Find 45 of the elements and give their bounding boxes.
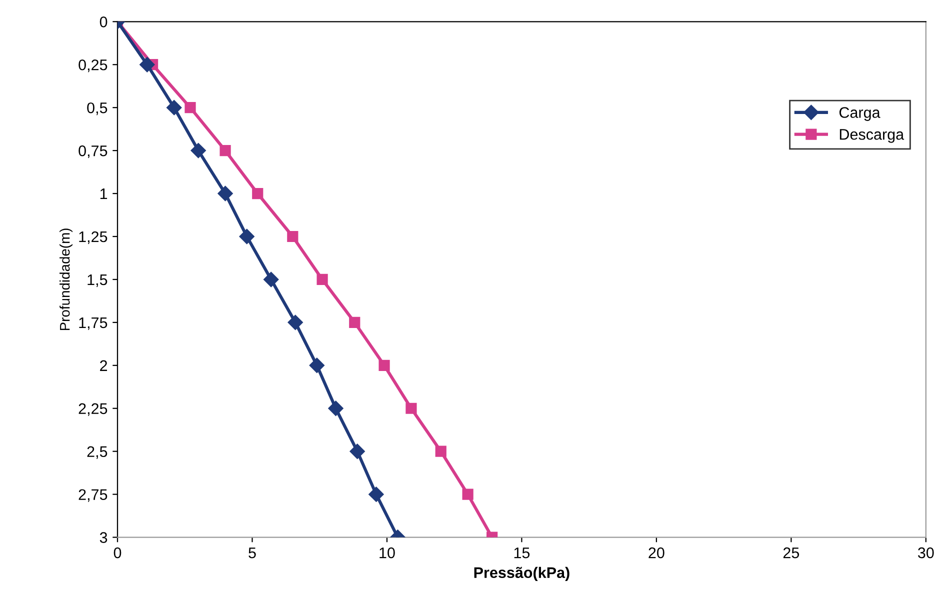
y-tick-label: 2,75 [78,489,108,502]
y-tick-label: 1,75 [79,317,108,330]
legend-label: Descarga [840,129,904,143]
x-tick-label: 15 [514,548,530,558]
point [239,228,254,244]
point [406,402,417,414]
y-axis-title: Profundidade(m) [60,228,72,330]
point [349,316,360,328]
point [350,444,365,459]
y-tick-label: 1,5 [88,274,108,287]
point [435,446,446,457]
point [288,314,303,330]
x-tick-label: 10 [380,547,395,558]
point [316,274,328,286]
point [252,188,264,200]
point [462,488,474,500]
x-axis-title: Pressão(kPa) [474,566,570,582]
y-tick-label: 0,75 [78,145,108,158]
x-tick-label: 0 [114,547,122,558]
point [287,230,298,242]
y-tick-label: 0,5 [87,102,108,116]
x-tick-label: 20 [648,547,664,558]
y-tick-label: 1 [100,188,108,200]
point [218,186,233,202]
x-tick-label: 5 [248,548,256,558]
point [328,400,344,416]
y-tick-label: 3 [100,532,108,543]
y-tick-label: 2,5 [87,446,108,459]
point [220,144,231,156]
y-tick-label: 0 [100,16,108,28]
point [140,57,155,72]
point [166,100,182,116]
y-tick-label: 0,25 [78,59,108,72]
point [190,142,206,158]
y-tick-label: 2,25 [78,403,108,416]
point [309,358,324,373]
y-tick-label: 1,25 [79,231,108,244]
x-tick-label: 30 [918,547,934,558]
x-tick-label: 25 [783,547,800,558]
legend-label: Carga [839,107,880,121]
point [368,486,384,502]
point [184,102,196,114]
point [378,360,390,371]
y-tick-label: 2 [100,360,108,371]
point [264,272,279,288]
